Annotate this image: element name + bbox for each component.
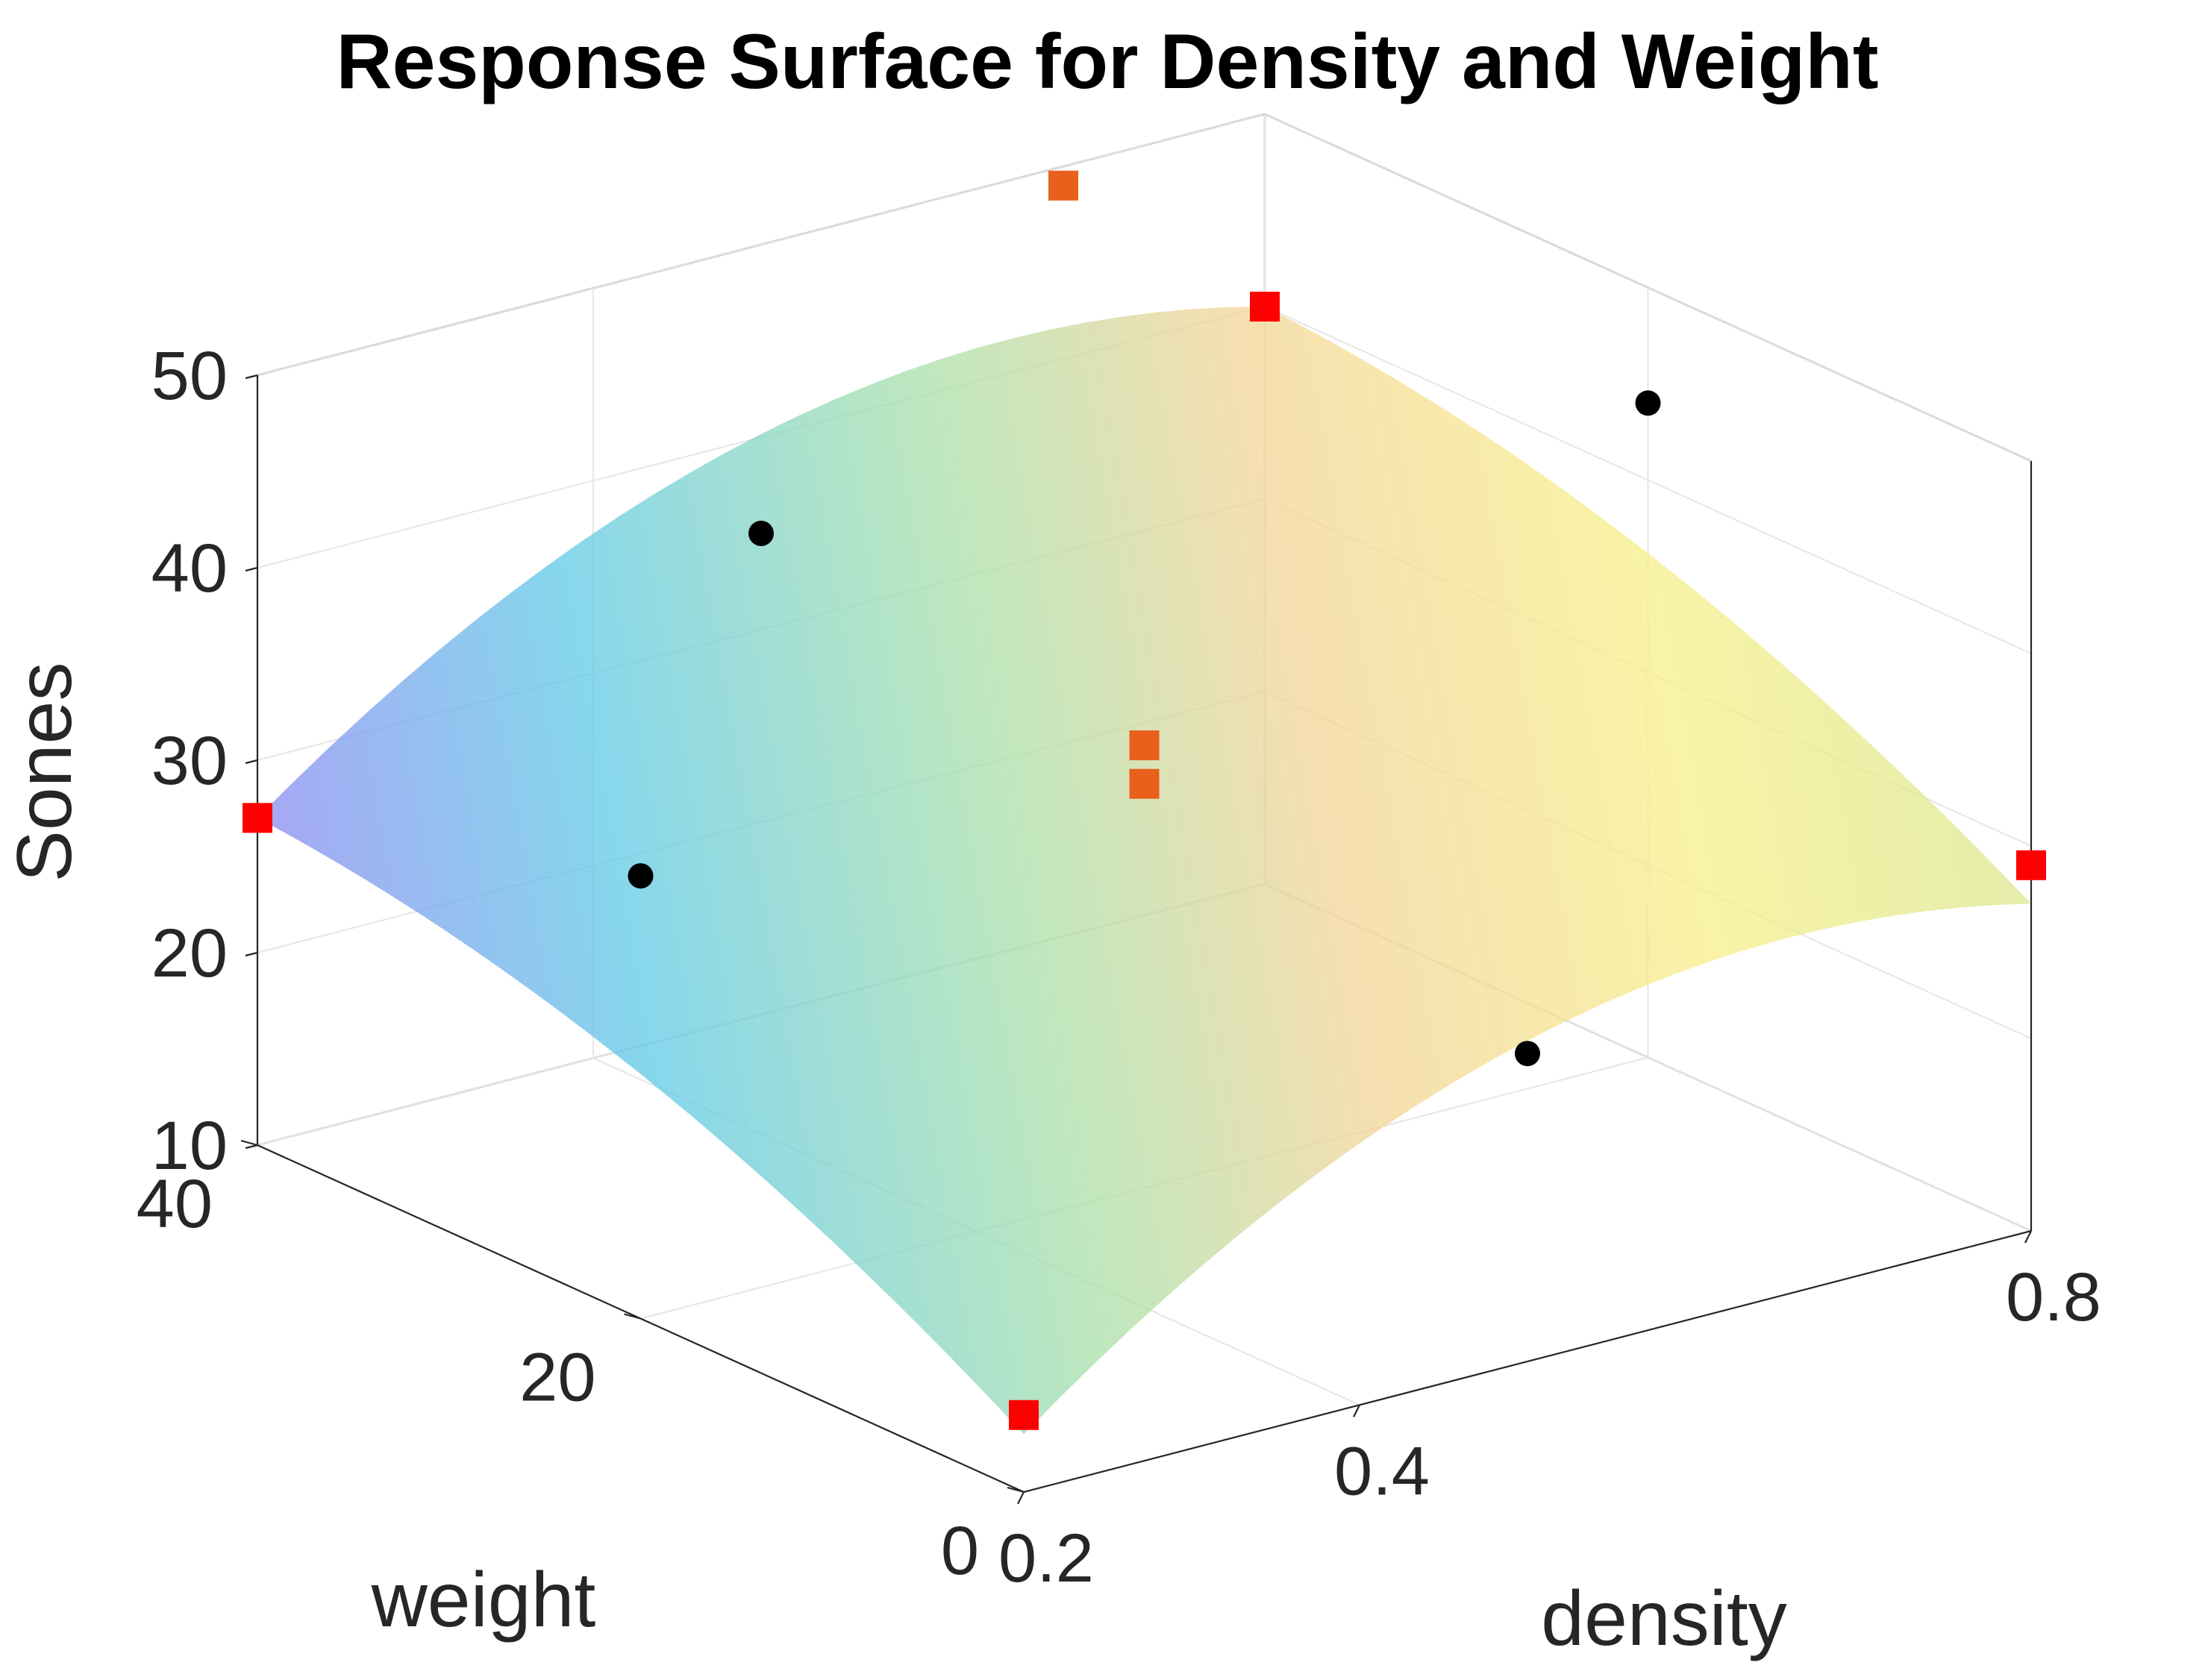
- data-marker-square: [1009, 1400, 1039, 1430]
- data-marker-square: [1048, 170, 1078, 201]
- response-surface: [257, 307, 2031, 1435]
- x-tick-label: 0.4: [1334, 1433, 1430, 1509]
- y-tick-mark: [240, 1139, 258, 1147]
- z-gridline-back-wall: [257, 113, 1266, 376]
- data-marker-square: [243, 803, 272, 833]
- z-tick-mark: [245, 951, 258, 957]
- x-tick-mark: [1353, 1404, 1360, 1417]
- data-marker-circle: [748, 521, 774, 546]
- z-tick-label: 30: [151, 723, 228, 799]
- marker-layer: [243, 170, 2046, 1430]
- y-tick-mark: [1007, 1486, 1025, 1493]
- z-tick-mark: [245, 566, 258, 572]
- y-tick-mark: [624, 1313, 641, 1320]
- z-tick-mark: [245, 759, 258, 765]
- tick-layer: 10 20 30 40 50 0.2 0.4 0.8 0 20 40: [137, 338, 2101, 1596]
- y-tick-label: 20: [519, 1340, 595, 1416]
- data-marker-square: [1129, 768, 1160, 799]
- box-edge-front-right: [1023, 1229, 2032, 1493]
- z-tick-label: 20: [151, 915, 228, 991]
- data-marker-circle: [628, 863, 654, 889]
- y-tick-label: 0: [941, 1513, 979, 1589]
- x-tick-mark: [2024, 1230, 2032, 1244]
- x-tick-label: 0.8: [2006, 1259, 2101, 1335]
- chart-title: Response Surface for Density and Weight: [337, 19, 1879, 105]
- data-marker-square: [1129, 730, 1160, 761]
- x-axis-label: density: [1541, 1576, 1787, 1662]
- z-tick-label: 50: [151, 338, 228, 414]
- data-marker-square: [1250, 292, 1280, 322]
- z-tick-label: 10: [151, 1108, 228, 1184]
- data-marker-square: [2016, 850, 2046, 880]
- z-tick-label: 40: [151, 530, 228, 607]
- data-marker-circle: [1515, 1041, 1540, 1067]
- z-axis-label: Sones: [1, 662, 88, 883]
- data-marker-circle: [1635, 390, 1661, 416]
- x-tick-mark: [1017, 1491, 1025, 1505]
- z-tick-mark: [245, 1144, 258, 1150]
- surface-layer: [257, 307, 2031, 1435]
- y-tick-label: 40: [137, 1166, 213, 1242]
- x-tick-label: 0.2: [998, 1520, 1094, 1596]
- y-axis-label: weight: [371, 1557, 596, 1643]
- z-tick-mark: [245, 374, 258, 380]
